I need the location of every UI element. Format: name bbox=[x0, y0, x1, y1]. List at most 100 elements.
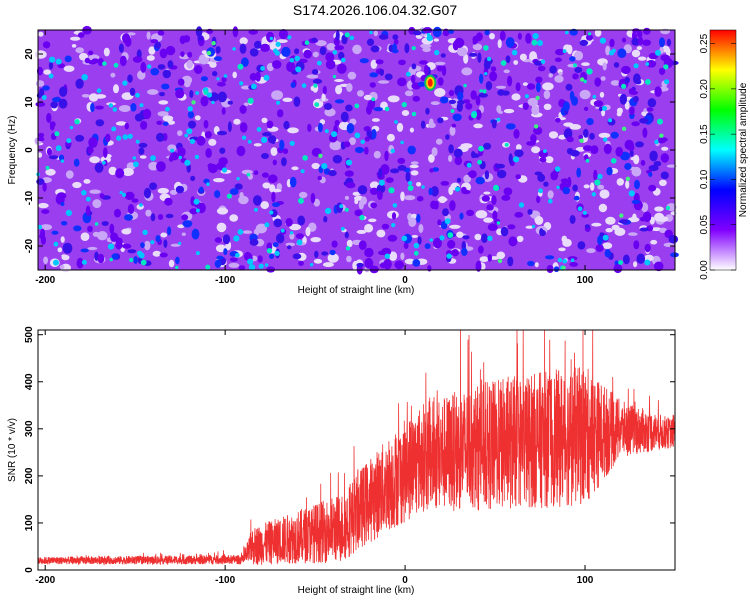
heatmap-gap bbox=[616, 107, 623, 115]
heatmap-cell bbox=[286, 61, 296, 72]
heatmap-cell bbox=[187, 51, 193, 58]
heatmap-cell bbox=[229, 188, 239, 196]
heatmap-cell bbox=[417, 236, 422, 245]
heatmap-cell bbox=[262, 132, 272, 137]
heatmap-hotspot bbox=[324, 207, 332, 215]
heatmap-gap bbox=[229, 214, 239, 222]
heatmap-gap bbox=[352, 191, 361, 196]
heatmap-cell bbox=[383, 259, 392, 270]
heatmap-gap bbox=[157, 187, 169, 194]
heatmap-cell bbox=[239, 122, 248, 133]
heatmap-cell bbox=[236, 145, 246, 157]
heatmap-gap bbox=[641, 202, 649, 213]
heatmap-cell bbox=[513, 129, 520, 139]
heatmap-cell bbox=[35, 101, 46, 107]
heatmap-hotspot bbox=[513, 156, 520, 163]
heatmap-gap bbox=[428, 118, 434, 127]
heatmap-cell bbox=[181, 214, 189, 221]
heatmap-cell bbox=[379, 69, 385, 76]
heatmap-cell bbox=[593, 100, 604, 107]
heatmap-cell bbox=[448, 89, 455, 97]
heatmap-hotspot bbox=[332, 50, 338, 55]
heatmap-cell bbox=[631, 121, 640, 127]
heatmap-cell bbox=[124, 122, 129, 130]
heatmap-cell bbox=[167, 60, 174, 69]
colorbar-tick-label: 0.05 bbox=[699, 215, 710, 235]
heatmap-hotspot bbox=[298, 197, 304, 204]
heatmap-hotspot bbox=[274, 250, 280, 256]
heatmap-cell bbox=[200, 96, 209, 107]
heatmap-cell bbox=[222, 234, 231, 245]
heatmap-cell bbox=[52, 97, 62, 103]
heatmap-cell bbox=[416, 213, 421, 223]
heatmap-hotspot bbox=[439, 235, 445, 241]
heatmap-cell bbox=[487, 253, 492, 262]
heatmap-cell bbox=[668, 235, 679, 244]
heatmap-hotspot bbox=[644, 259, 651, 266]
heatmap-cell bbox=[205, 148, 212, 158]
heatmap-hotspot bbox=[618, 260, 623, 265]
heatmap-cell bbox=[340, 111, 349, 123]
heatmap-hotspot bbox=[211, 100, 215, 105]
heatmap-gap bbox=[460, 143, 473, 149]
heatmap-cell bbox=[583, 106, 589, 111]
heatmap-cell bbox=[576, 167, 582, 178]
heatmap-hotspot bbox=[81, 74, 88, 81]
heatmap-cell bbox=[653, 161, 662, 167]
heatmap-gap bbox=[88, 93, 99, 102]
heatmap-gap bbox=[605, 216, 616, 225]
heatmap-cell bbox=[433, 200, 439, 210]
heatmap-gap bbox=[449, 224, 461, 229]
heatmap-cell bbox=[287, 245, 292, 250]
heatmap-cell bbox=[497, 169, 507, 179]
heatmap-gap bbox=[416, 182, 422, 187]
heatmap-hotspot bbox=[429, 238, 434, 242]
heatmap-cell bbox=[619, 93, 628, 105]
heatmap-gap bbox=[474, 233, 482, 241]
heatmap-cell bbox=[536, 81, 541, 93]
heatmap-gap bbox=[186, 59, 193, 69]
heatmap-cell bbox=[232, 26, 239, 38]
heatmap-gap bbox=[354, 198, 359, 205]
heatmap-gap bbox=[148, 46, 156, 55]
heatmap-cell bbox=[539, 228, 544, 236]
heatmap-cell bbox=[500, 226, 509, 237]
heatmap-gap bbox=[605, 228, 613, 233]
heatmap-y-tick-label: -10 bbox=[24, 190, 35, 205]
heatmap-hotspot bbox=[562, 49, 567, 54]
heatmap-gap bbox=[326, 43, 336, 51]
heatmap-hotspot bbox=[535, 95, 540, 101]
heatmap-hotspot bbox=[170, 148, 175, 153]
heatmap-hotspot bbox=[421, 185, 425, 189]
heatmap-cell bbox=[377, 190, 383, 200]
heatmap-gap bbox=[435, 138, 443, 145]
heatmap-hotspot bbox=[313, 83, 318, 88]
heatmap-gap bbox=[503, 69, 510, 74]
heatmap-gap bbox=[376, 229, 386, 238]
heatmap-cell bbox=[46, 112, 52, 123]
heatmap-gap bbox=[167, 120, 176, 125]
heatmap-cell bbox=[42, 85, 50, 91]
heatmap-cell bbox=[483, 142, 492, 150]
heatmap-gap bbox=[61, 254, 70, 261]
heatmap-cell bbox=[364, 146, 369, 155]
heatmap-gap bbox=[633, 261, 638, 268]
heatmap-cell bbox=[109, 223, 115, 234]
heatmap-hotspot bbox=[235, 253, 240, 258]
heatmap-hotspot bbox=[301, 83, 307, 88]
heatmap-cell bbox=[281, 46, 291, 58]
heatmap-hotspot bbox=[236, 177, 240, 181]
heatmap-cell bbox=[459, 212, 464, 220]
heatmap-gap bbox=[548, 73, 553, 78]
heatmap-cell bbox=[501, 194, 511, 201]
heatmap-gap bbox=[463, 53, 469, 64]
heatmap-hotspot bbox=[384, 106, 390, 112]
heatmap-cell bbox=[646, 107, 654, 112]
heatmap-cell bbox=[508, 236, 518, 247]
heatmap-cell bbox=[484, 170, 490, 180]
heatmap-cell bbox=[138, 147, 145, 155]
heatmap-gap bbox=[97, 231, 108, 241]
heatmap-cell bbox=[59, 86, 68, 97]
heatmap-cell bbox=[334, 119, 340, 126]
heatmap-hotspot bbox=[655, 49, 661, 56]
